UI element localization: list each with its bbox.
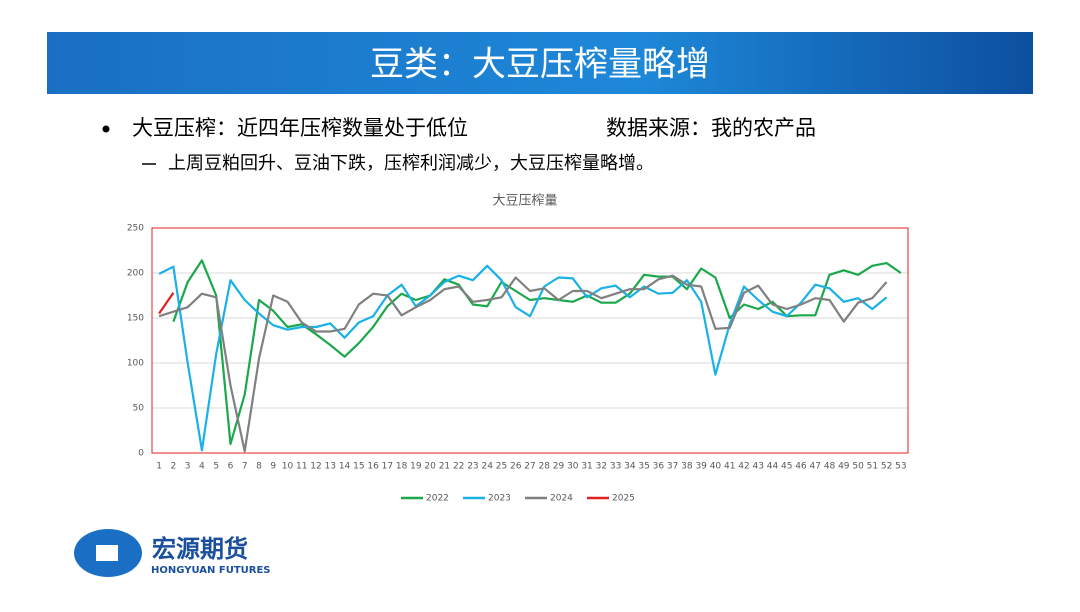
x-tick-label: 27: [524, 462, 535, 472]
x-tick-label: 34: [624, 462, 636, 472]
logo-en: HONGYUAN FUTURES: [151, 565, 271, 576]
x-tick-label: 14: [339, 462, 351, 472]
series-line: [158, 264, 888, 452]
logo: 宏源期货 HONGYUAN FUTURES: [74, 529, 271, 577]
x-tick-label: 31: [581, 462, 592, 472]
y-tick-label: 250: [127, 224, 144, 234]
x-tick-label: 7: [242, 462, 248, 472]
x-tick-label: 28: [539, 462, 551, 472]
y-tick-label: 100: [127, 359, 144, 369]
slide-title: 豆类：大豆压榨量略增: [370, 45, 710, 85]
x-tick-label: 30: [567, 462, 579, 472]
x-tick-label: 39: [695, 462, 707, 472]
x-tick-label: 11: [296, 462, 307, 472]
y-tick-label: 50: [133, 404, 145, 414]
x-tick-label: 17: [382, 462, 393, 472]
x-tick-label: 5: [213, 462, 219, 472]
series-line: [158, 292, 175, 315]
chart-title: 大豆压榨量: [492, 193, 557, 209]
x-tick-label: 35: [638, 462, 649, 472]
source-text: 数据来源：我的农产品: [606, 116, 816, 140]
x-tick-label: 26: [510, 462, 522, 472]
y-tick-label: 200: [127, 269, 144, 279]
x-tick-label: 22: [453, 462, 464, 472]
x-tick-label: 37: [667, 462, 678, 472]
x-tick-label: 24: [481, 462, 493, 472]
x-tick-label: 10: [282, 462, 294, 472]
logo-cn: 宏源期货: [152, 535, 248, 563]
y-tick-label: 0: [138, 449, 144, 459]
x-tick-label: 49: [838, 462, 850, 472]
x-tick-label: 41: [724, 462, 735, 472]
legend-label: 2023: [488, 494, 511, 504]
x-tick-label: 12: [310, 462, 321, 472]
x-tick-label: 33: [610, 462, 621, 472]
x-tick-label: 25: [496, 462, 507, 472]
x-tick-label: 52: [881, 462, 892, 472]
x-tick-label: 43: [752, 462, 763, 472]
x-tick-label: 8: [256, 462, 262, 472]
x-tick-label: 44: [767, 462, 779, 472]
x-tick-label: 53: [895, 462, 906, 472]
x-tick-label: 9: [270, 462, 276, 472]
x-tick-label: 36: [653, 462, 665, 472]
x-tick-label: 51: [867, 462, 878, 472]
legend-label: 2024: [550, 494, 573, 504]
x-tick-label: 6: [228, 462, 234, 472]
series-line: [158, 274, 888, 453]
x-tick-label: 45: [781, 462, 792, 472]
x-tick-label: 19: [410, 462, 422, 472]
x-tick-label: 48: [824, 462, 836, 472]
bullet-dot: [102, 125, 110, 133]
x-tick-label: 3: [185, 462, 191, 472]
x-tick-label: 50: [852, 462, 864, 472]
header-band: [47, 32, 1033, 94]
x-tick-label: 21: [439, 462, 450, 472]
x-tick-label: 20: [424, 462, 436, 472]
x-tick-label: 29: [553, 462, 565, 472]
sub-bullet-text: 上周豆粕回升、豆油下跌，压榨利润减少，大豆压榨量略增。: [168, 153, 654, 174]
x-tick-label: 38: [681, 462, 693, 472]
x-tick-label: 15: [353, 462, 364, 472]
plot-border: [151, 227, 909, 454]
x-tick-label: 23: [467, 462, 478, 472]
x-tick-label: 4: [199, 462, 205, 472]
y-tick-label: 150: [127, 314, 144, 324]
x-tick-label: 1: [156, 462, 162, 472]
x-tick-label: 18: [396, 462, 408, 472]
x-tick-label: 40: [710, 462, 722, 472]
x-tick-label: 32: [596, 462, 607, 472]
x-tick-label: 13: [325, 462, 336, 472]
logo-mark-inner: [96, 545, 118, 561]
x-tick-label: 16: [367, 462, 379, 472]
x-tick-label: 42: [738, 462, 749, 472]
bullet-text: 大豆压榨：近四年压榨数量处于低位: [132, 116, 468, 140]
legend-label: 2025: [612, 494, 635, 504]
series-line: [172, 259, 902, 446]
x-tick-label: 46: [795, 462, 807, 472]
x-tick-label: 2: [171, 462, 177, 472]
x-tick-label: 47: [810, 462, 821, 472]
legend-label: 2022: [426, 494, 449, 504]
